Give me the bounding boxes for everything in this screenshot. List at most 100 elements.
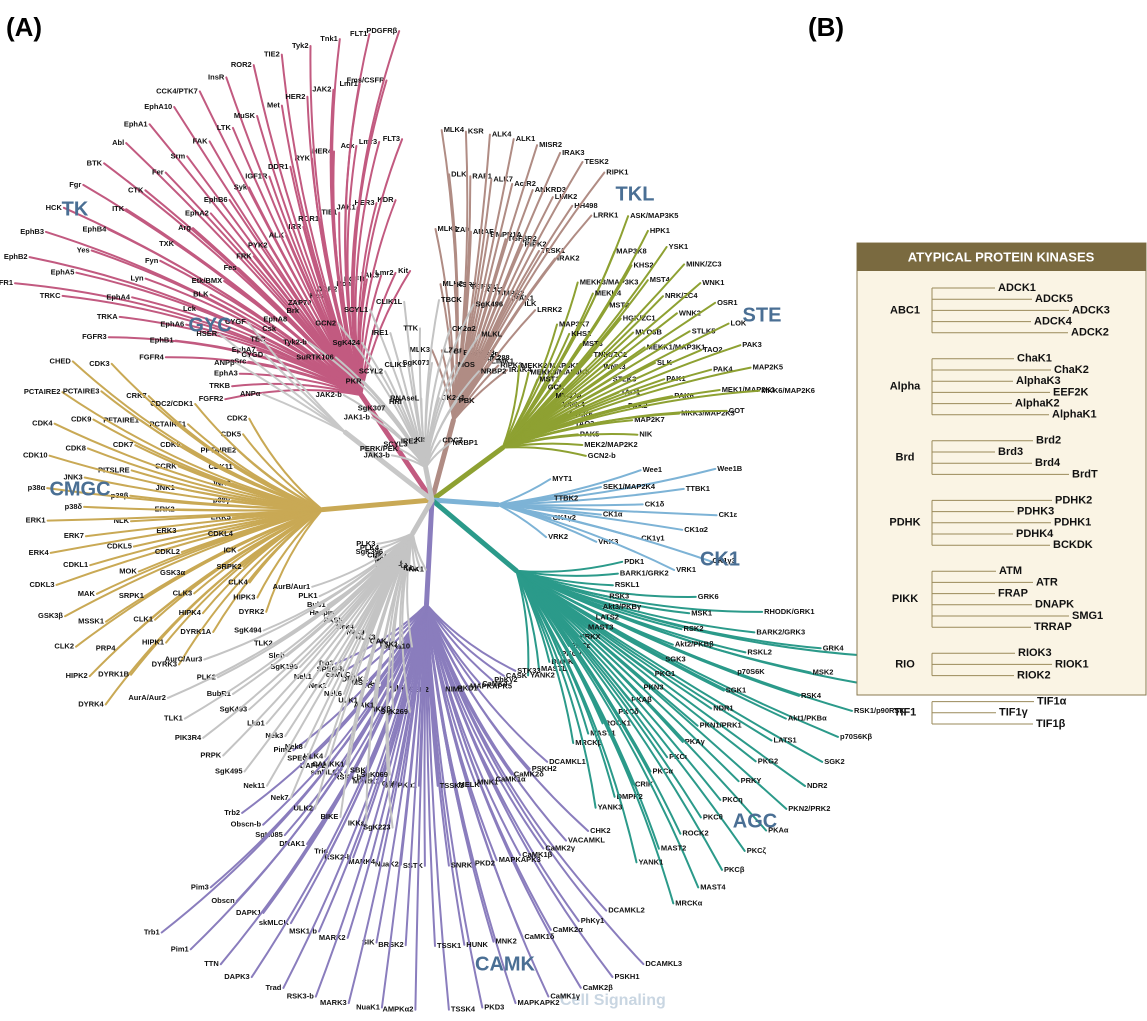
- kinase-label: SNRK: [451, 861, 473, 870]
- group-label: CK1: [700, 548, 740, 570]
- member-label: RIOK2: [1017, 670, 1051, 682]
- kinase-label: Lyn: [131, 274, 144, 283]
- family-label: RIO: [895, 658, 915, 670]
- kinase-label: TTBK1: [686, 484, 710, 493]
- kinase-label: CLK1: [133, 615, 153, 624]
- kinase-label: Obscn: [211, 896, 235, 905]
- kinase-label: ALK1: [516, 134, 536, 143]
- kinase-label: p38δ: [65, 502, 83, 511]
- group-trunk: [432, 500, 516, 571]
- kinase-label: DYRK1A: [180, 627, 211, 636]
- kinase-label: Etk/BMX: [192, 276, 222, 285]
- kinase-label: Fgr: [69, 180, 81, 189]
- kinase-label: MLK4: [444, 125, 465, 134]
- kinase-label: FAK: [193, 136, 209, 145]
- kinase-label: MAPKAPK3: [499, 855, 541, 864]
- kinase-label: Pim3: [191, 882, 209, 891]
- kinase-label: CCK4/PTK7: [156, 86, 198, 95]
- kinase-label: Trb1: [144, 927, 160, 936]
- kinase-label: NuaK1: [356, 1002, 380, 1011]
- member-label: Brd4: [1035, 457, 1061, 469]
- kinase-label: Tnk1: [320, 34, 338, 43]
- kinase-label: Nek11: [243, 781, 265, 790]
- member-label: RIOK1: [1055, 658, 1089, 670]
- kinase-label: RHODK/GRK1: [764, 607, 814, 616]
- member-label: BrdT: [1072, 468, 1098, 480]
- group-label: CAMK: [475, 953, 536, 975]
- kinase-label: MAST4: [700, 882, 726, 891]
- kinase-label: DLK: [451, 169, 467, 178]
- kinase-label: CLK2: [54, 642, 74, 651]
- kinase-label: MAP3K8: [616, 247, 646, 256]
- kinase-label: EphB4: [83, 224, 108, 233]
- member-label: TIF1α: [1037, 696, 1067, 708]
- kinase-label: Abl: [112, 138, 124, 147]
- kinase-label: AurC/Aur3: [165, 654, 203, 663]
- kinase-label: ANPα: [240, 389, 261, 398]
- kinase-label: RSKL2: [747, 647, 772, 656]
- group-label: TKL: [616, 183, 655, 205]
- kinase-label: Pim1: [171, 944, 189, 953]
- kinase-label: HIPK3: [233, 592, 255, 601]
- kinase-label: HPK1: [650, 226, 670, 235]
- group-label: CMGC: [49, 478, 110, 500]
- kinase-label: Akt1/PKBα: [788, 714, 827, 723]
- kinase-label: FLT1: [350, 29, 367, 38]
- member-label: ATR: [1036, 576, 1058, 588]
- kinase-label: NRBP1: [453, 438, 478, 447]
- kinase-label: EphA5: [51, 268, 75, 277]
- kinase-label: SgK071: [402, 358, 430, 367]
- kinase-label: EphA8: [263, 315, 287, 324]
- kinase-label: MAP3K7: [559, 319, 589, 328]
- kinase-label: GSK3β: [38, 611, 63, 620]
- kinase-label: PKCζ: [747, 846, 767, 855]
- kinase-label: LRRK1: [593, 211, 618, 220]
- kinase-label: SGK2: [824, 757, 844, 766]
- kinase-label: CDK4: [32, 419, 53, 428]
- member-label: TIF1γ: [999, 707, 1029, 719]
- kinase-label: CLIK1L: [376, 297, 403, 306]
- kinase-label: DYRK2: [239, 607, 264, 616]
- kinase-label: CDK10: [23, 451, 48, 460]
- kinase-label: OSR1: [717, 298, 737, 307]
- kinase-label: EphA4: [106, 292, 131, 301]
- kinase-label: ERK1: [26, 516, 46, 525]
- member-label: RIOK3: [1018, 647, 1052, 659]
- kinase-label: CDK7: [113, 440, 133, 449]
- member-label: PDHK4: [1016, 528, 1054, 540]
- kinase-label: PRP4: [96, 644, 116, 653]
- kinase-label: CK1ε: [719, 510, 738, 519]
- kinase-label: PKG2: [758, 756, 778, 765]
- kinase-label: PKCθ: [703, 812, 723, 821]
- kinase-label: TRKA: [97, 312, 118, 321]
- kinase-label: MAK: [78, 589, 96, 598]
- kinase-label: DCAMKL3: [645, 959, 682, 968]
- kinase-label: Trad: [266, 983, 282, 992]
- kinase-label: PhKγ1: [581, 916, 604, 925]
- kinase-label: COT: [729, 406, 745, 415]
- kinase-label: ANPβ: [214, 358, 235, 367]
- kinase-label: DYRK1B: [98, 670, 129, 679]
- kinase-label: PAK3: [742, 340, 761, 349]
- kinase-label: PCTAIRE2: [24, 387, 61, 396]
- kinase-label: ROCK2: [682, 829, 708, 838]
- member-label: PDHK2: [1055, 494, 1092, 506]
- kinase-label: PSKH1: [615, 972, 640, 981]
- kinase-label: IRE1: [372, 328, 389, 337]
- kinase-label: MLKL: [481, 330, 502, 339]
- member-label: PDHK3: [1017, 506, 1054, 518]
- member-label: ATM: [999, 565, 1022, 577]
- kinase-label: NuaK2: [375, 860, 399, 869]
- kinase-label: PLK3: [356, 539, 375, 548]
- kinase-label: Trb2: [224, 808, 240, 817]
- kinase-label: HIPK2: [66, 671, 88, 680]
- kinase-label: GRK4: [823, 643, 845, 652]
- kinase-label: MAST2: [661, 844, 686, 853]
- kinase-label: Obscn-b: [231, 820, 262, 829]
- kinase-label: TRKB: [209, 381, 230, 390]
- kinase-label: FLT3: [383, 134, 400, 143]
- kinase-label: TSSK3: [440, 781, 464, 790]
- family-label: Alpha: [890, 381, 921, 393]
- kinase-label: TTK: [403, 323, 418, 332]
- kinase-label: FGFR4: [139, 352, 164, 361]
